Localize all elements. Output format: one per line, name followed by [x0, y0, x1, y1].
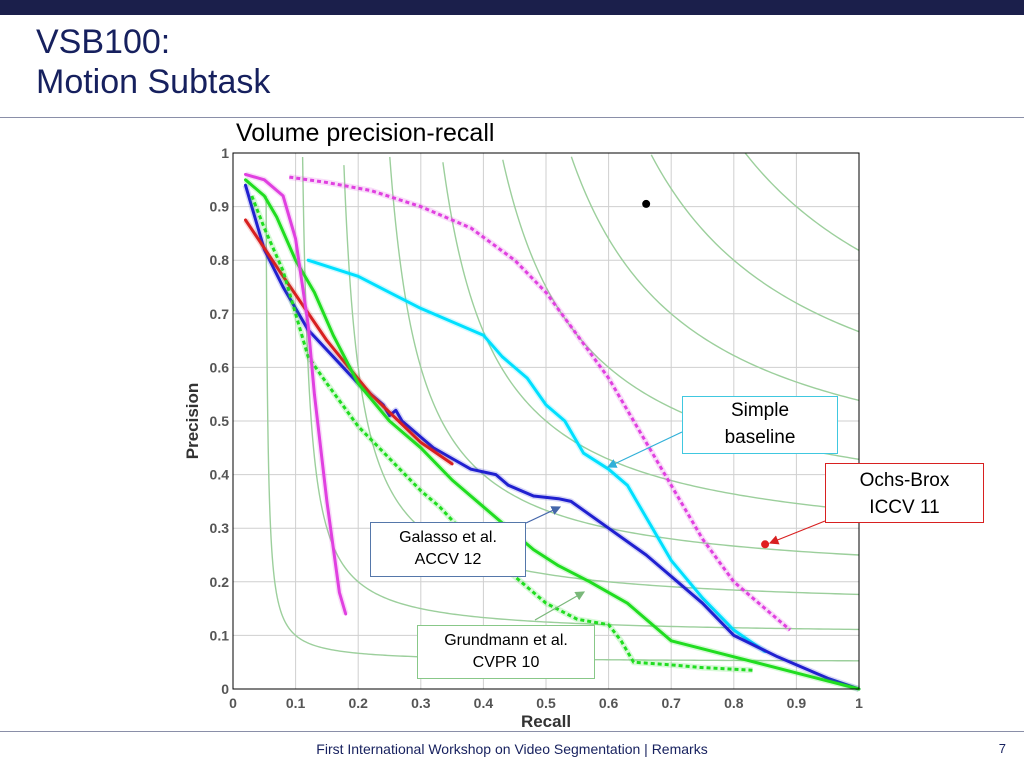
iso-f-curve	[389, 156, 860, 556]
iso-f-curve	[570, 156, 860, 402]
slide-title-line2: Motion Subtask	[36, 63, 271, 101]
callout-line: Grundmann et al.	[444, 632, 568, 649]
header-divider	[0, 117, 1024, 118]
y-tick-label: 0.2	[210, 574, 230, 590]
top-bar	[0, 0, 1024, 15]
slide-title-line1: VSB100:	[36, 23, 171, 61]
y-tick-label: 0.7	[210, 306, 230, 322]
callout-line: Galasso et al.	[399, 529, 497, 546]
callout-arrow	[525, 506, 562, 524]
footer-text: First International Workshop on Video Se…	[316, 741, 708, 757]
chart-title: Volume precision-recall	[236, 119, 495, 147]
callout-line: Simple	[730, 400, 790, 421]
callout-line: ICCV 11	[869, 497, 940, 518]
y-tick-label: 0.6	[210, 359, 230, 375]
plot-frame	[232, 152, 860, 690]
series-line-2	[244, 183, 861, 691]
callout-line: ACCV 12	[414, 551, 482, 568]
footer-divider	[0, 731, 1024, 732]
iso-f-curve	[650, 154, 860, 333]
callout-line: baseline	[724, 427, 796, 448]
iso-f-curve	[442, 162, 860, 512]
callout-arrow	[768, 520, 826, 545]
callout-ochs-brox: Ochs-Brox ICCV 11	[825, 463, 984, 523]
y-tick-label: 0.9	[210, 199, 230, 215]
callout-arrow	[606, 431, 683, 468]
callout-line: Ochs-Brox	[859, 470, 950, 491]
x-axis-label: Recall	[521, 712, 571, 731]
y-tick-label: 0.3	[210, 520, 230, 536]
y-tick-label: 1	[221, 145, 229, 161]
y-axis-label: Precision	[183, 383, 202, 460]
x-tick-label: 0.5	[536, 695, 556, 711]
x-tick-label: 0.1	[286, 695, 306, 711]
data-point-0	[642, 199, 651, 208]
slide-title: VSB100: Motion Subtask	[36, 22, 270, 102]
x-tick-label: 1	[855, 695, 863, 711]
x-tick-label: 0.3	[411, 695, 431, 711]
data-point-1	[761, 540, 770, 549]
callout-arrow	[534, 591, 586, 621]
callout-arrows	[525, 431, 826, 621]
x-tick-label: 0	[229, 695, 237, 711]
series-line-1	[306, 258, 767, 653]
callout-galasso: Galasso et al. ACCV 12	[370, 522, 526, 577]
y-tick-label: 0.8	[210, 252, 230, 268]
callout-simple-baseline: Simple baseline	[682, 396, 838, 454]
x-tick-label: 0.6	[599, 695, 619, 711]
y-tick-label: 0.5	[210, 413, 230, 429]
y-tick-label: 0.4	[210, 467, 230, 483]
tick-labels: 0 0.1 0.2 0.3 0.4 0.5 0.6 0.7 0.8 0.9 1 0 0.1 0.2 0.3 0…	[210, 145, 864, 711]
series-line-0	[289, 175, 792, 632]
x-tick-label: 0.2	[348, 695, 368, 711]
points-group	[642, 199, 770, 549]
series-line-6	[244, 172, 348, 616]
page-number: 7	[998, 741, 1006, 756]
callout-line: CVPR 10	[472, 654, 540, 671]
x-tick-label: 0.7	[661, 695, 681, 711]
callout-grundmann: Grundmann et al. CVPR 10	[417, 625, 595, 679]
x-tick-label: 0.9	[787, 695, 807, 711]
x-tick-label: 0.8	[724, 695, 744, 711]
x-tick-label: 0.4	[474, 695, 494, 711]
y-tick-label: 0.1	[210, 627, 230, 643]
y-tick-label: 0	[221, 681, 229, 697]
iso-f-curve	[744, 152, 860, 252]
